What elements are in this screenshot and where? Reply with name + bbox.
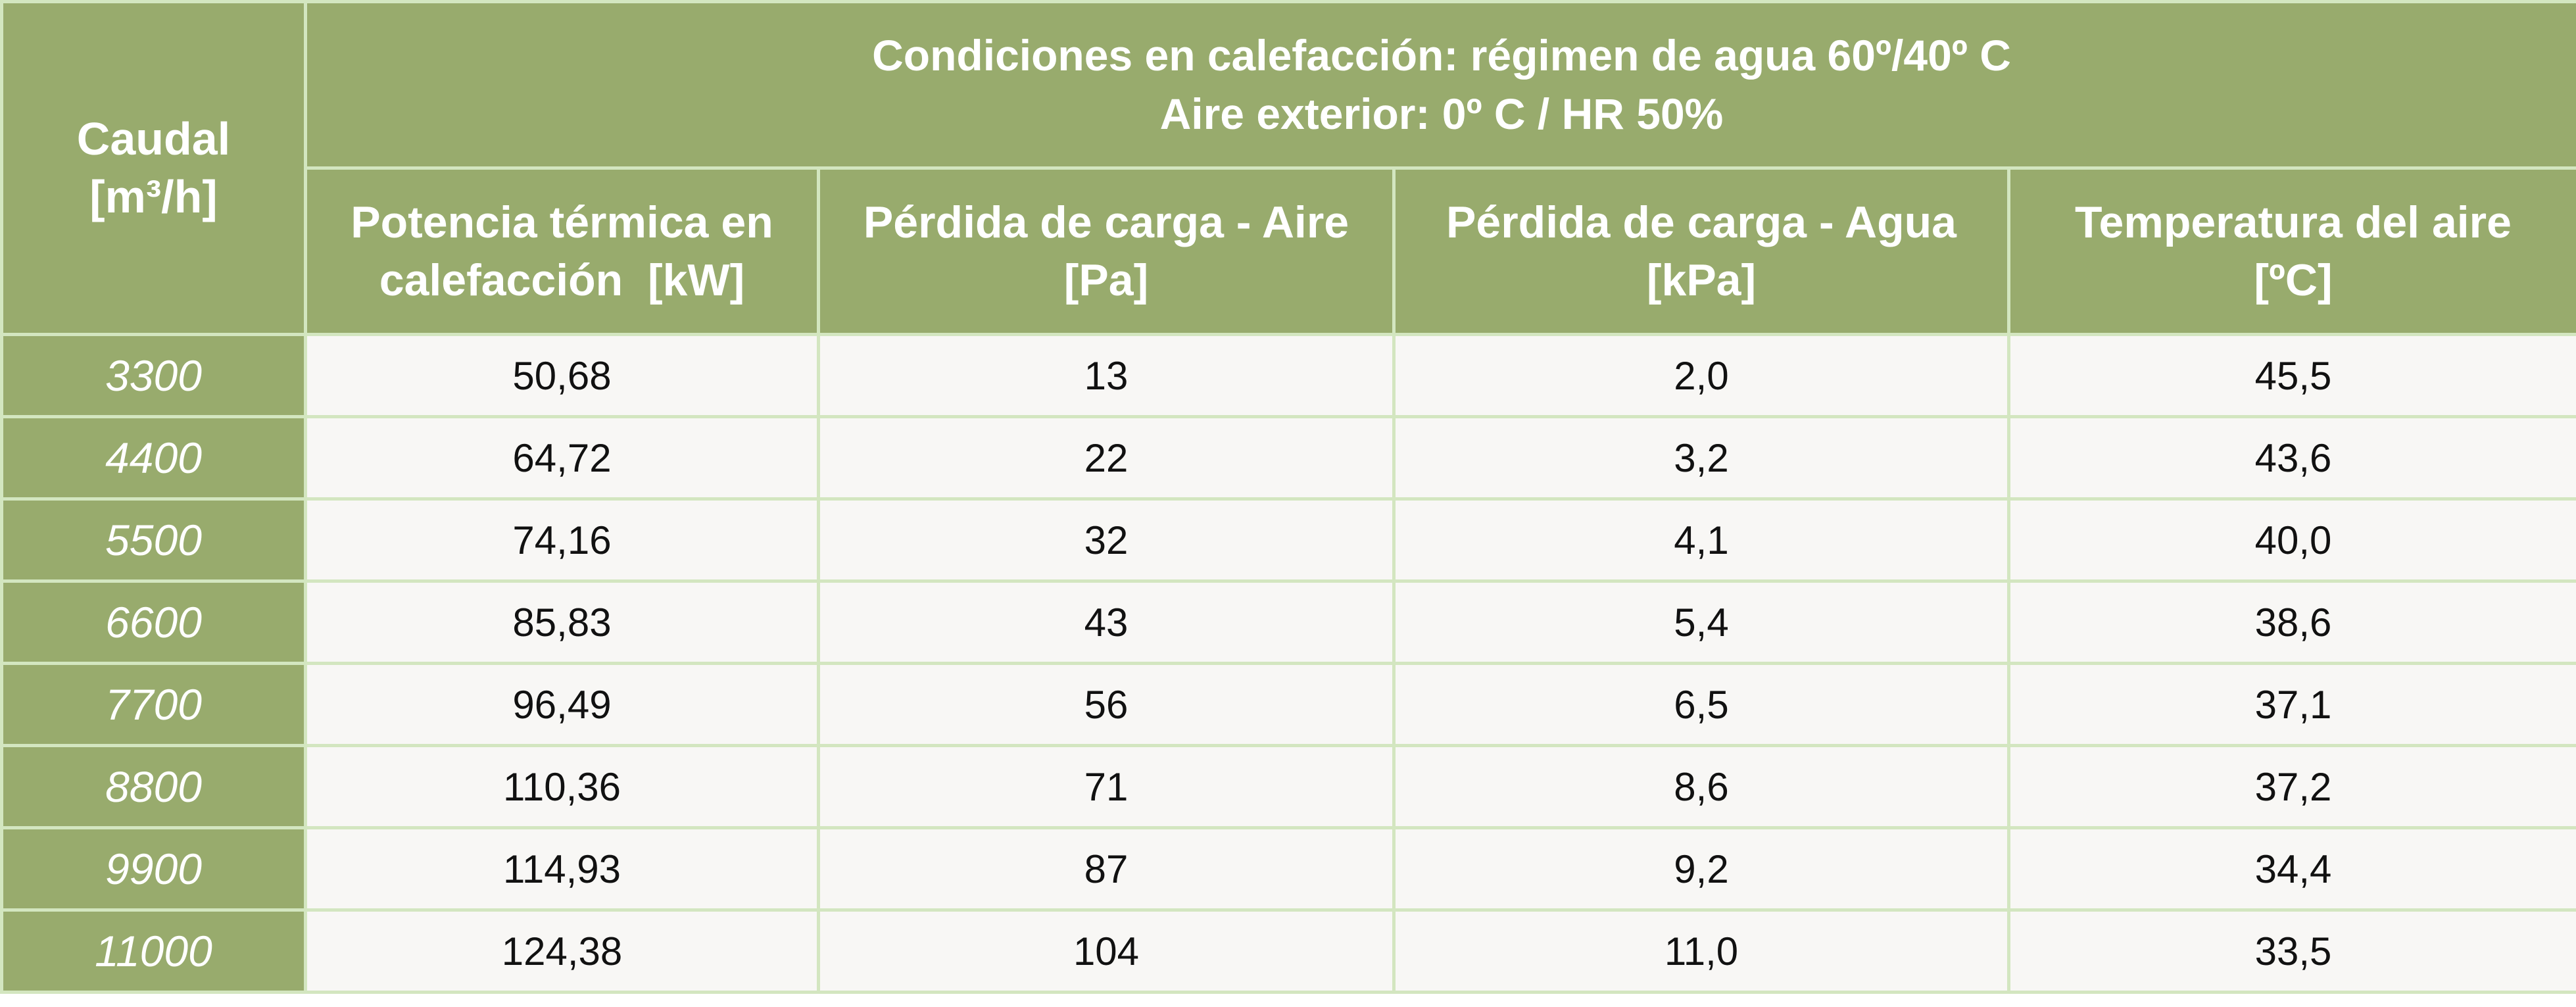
perdida-agua-cell: 6,5	[1392, 662, 2010, 747]
temperatura-cell: 37,2	[2006, 744, 2576, 829]
caudal-cell: 5500	[0, 497, 307, 583]
temperatura-cell: 43,6	[2006, 415, 2576, 501]
column-header-perdida-aire-line2: [Pa]	[1063, 255, 1149, 305]
potencia-cell: 114,93	[304, 826, 820, 912]
caudal-cell: 8800	[0, 744, 307, 829]
table-row: 3300 50,68 13 2,0 45,5	[0, 333, 2576, 418]
potencia-cell: 110,36	[304, 744, 820, 829]
table-row: 8800 110,36 71 8,6 37,2	[0, 744, 2576, 829]
perdida-agua-cell: 2,0	[1392, 333, 2010, 418]
perdida-aire-cell: 104	[817, 908, 1396, 994]
conditions-header-line2: Aire exterior: 0º C / HR 50%	[1159, 89, 1724, 138]
caudal-header-label: Caudal	[76, 113, 231, 164]
potencia-cell: 74,16	[304, 497, 820, 583]
table-row: 4400 64,72 22 3,2 43,6	[0, 415, 2576, 501]
column-header-perdida-agua-line2: [kPa]	[1646, 255, 1757, 305]
caudal-header: Caudal [m³/h]	[0, 0, 307, 336]
perdida-agua-cell: 9,2	[1392, 826, 2010, 912]
perdida-agua-cell: 8,6	[1392, 744, 2010, 829]
table-row: 7700 96,49 56 6,5 37,1	[0, 662, 2576, 747]
perdida-aire-cell: 87	[817, 826, 1396, 912]
caudal-cell: 9900	[0, 826, 307, 912]
column-header-perdida-aire: Pérdida de carga - Aire [Pa]	[817, 166, 1396, 336]
potencia-cell: 50,68	[304, 333, 820, 418]
column-header-temperatura-line2: [ºC]	[2254, 255, 2333, 305]
column-header-perdida-agua-line1: Pérdida de carga - Agua	[1446, 197, 1956, 247]
caudal-cell: 6600	[0, 579, 307, 665]
perdida-aire-cell: 13	[817, 333, 1396, 418]
table-row: 11000 124,38 104 11,0 33,5	[0, 908, 2576, 994]
column-header-potencia: Potencia térmica en calefacción [kW]	[304, 166, 820, 336]
caudal-cell: 4400	[0, 415, 307, 501]
caudal-cell: 11000	[0, 908, 307, 994]
perdida-aire-cell: 71	[817, 744, 1396, 829]
temperatura-cell: 45,5	[2006, 333, 2576, 418]
potencia-cell: 64,72	[304, 415, 820, 501]
temperatura-cell: 34,4	[2006, 826, 2576, 912]
caudal-cell: 3300	[0, 333, 307, 418]
temperatura-cell: 40,0	[2006, 497, 2576, 583]
perdida-agua-cell: 4,1	[1392, 497, 2010, 583]
caudal-header-unit: [m³/h]	[89, 170, 218, 222]
perdida-aire-cell: 22	[817, 415, 1396, 501]
column-header-temperatura-line1: Temperatura del aire	[2075, 197, 2512, 247]
column-header-perdida-aire-line1: Pérdida de carga - Aire	[863, 197, 1349, 247]
potencia-cell: 124,38	[304, 908, 820, 994]
perdida-agua-cell: 5,4	[1392, 579, 2010, 665]
table-row: 6600 85,83 43 5,4 38,6	[0, 579, 2576, 665]
perdida-aire-cell: 56	[817, 662, 1396, 747]
column-header-potencia-line1: Potencia térmica en	[351, 197, 773, 247]
perdida-agua-cell: 3,2	[1392, 415, 2010, 501]
potencia-cell: 85,83	[304, 579, 820, 665]
column-header-temperatura: Temperatura del aire [ºC]	[2006, 166, 2576, 336]
temperatura-cell: 38,6	[2006, 579, 2576, 665]
table-row: 9900 114,93 87 9,2 34,4	[0, 826, 2576, 912]
potencia-cell: 96,49	[304, 662, 820, 747]
temperatura-cell: 33,5	[2006, 908, 2576, 994]
caudal-cell: 7700	[0, 662, 307, 747]
column-header-potencia-line2: calefacción [kW]	[379, 255, 745, 305]
table-row: 5500 74,16 32 4,1 40,0	[0, 497, 2576, 583]
perdida-agua-cell: 11,0	[1392, 908, 2010, 994]
conditions-header-line1: Condiciones en calefacción: régimen de a…	[872, 30, 2011, 80]
perdida-aire-cell: 32	[817, 497, 1396, 583]
conditions-header: Condiciones en calefacción: régimen de a…	[303, 0, 2576, 170]
perdida-aire-cell: 43	[817, 579, 1396, 665]
temperatura-cell: 37,1	[2006, 662, 2576, 747]
column-header-perdida-agua: Pérdida de carga - Agua [kPa]	[1392, 166, 2010, 336]
